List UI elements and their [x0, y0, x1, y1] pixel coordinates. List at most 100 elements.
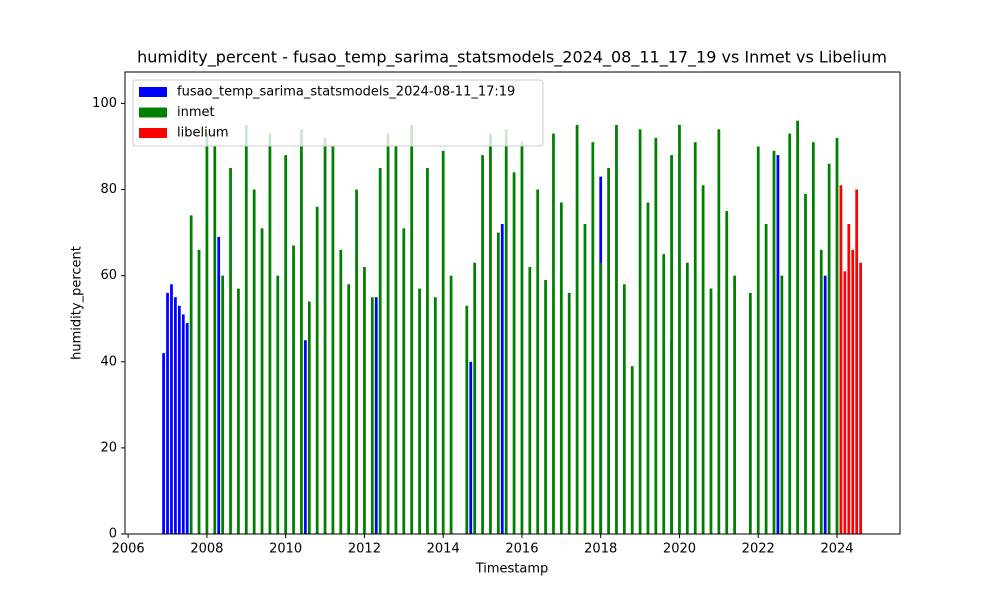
- bar: [756, 146, 760, 535]
- bar: [363, 267, 366, 534]
- bar: [764, 223, 768, 535]
- bar: [307, 301, 311, 534]
- bar: [276, 275, 280, 534]
- bar: [441, 150, 445, 534]
- y-tick-label: 60: [100, 268, 117, 283]
- bar: [559, 202, 563, 534]
- bar: [496, 232, 500, 534]
- bar: [847, 223, 851, 535]
- y-tick-label: 40: [100, 354, 117, 369]
- bar: [197, 249, 201, 535]
- bar: [748, 292, 752, 534]
- bar: [693, 142, 697, 534]
- bar: [855, 189, 859, 534]
- bar: [654, 137, 658, 534]
- bar: [284, 155, 288, 534]
- bar: [268, 133, 272, 534]
- bar: [213, 146, 217, 535]
- bar: [670, 155, 673, 534]
- bar: [378, 168, 382, 534]
- bar: [615, 124, 618, 534]
- bar: [331, 146, 335, 535]
- x-axis-label: Timestamp: [475, 562, 549, 577]
- bar: [386, 133, 390, 534]
- bar: [835, 137, 839, 534]
- x-tick-label: 2016: [505, 542, 538, 557]
- bar: [402, 228, 406, 534]
- bar: [804, 193, 807, 534]
- bar: [678, 124, 681, 534]
- bar: [528, 267, 532, 534]
- bar: [701, 185, 705, 535]
- bar: [709, 288, 713, 534]
- x-tick-label: 2018: [584, 542, 617, 557]
- bar: [355, 189, 358, 534]
- bar: [303, 340, 307, 534]
- bar: [622, 284, 626, 534]
- bar: [465, 305, 469, 534]
- bar: [347, 284, 351, 534]
- bar: [520, 142, 524, 534]
- bar: [489, 133, 492, 534]
- x-tick-label: 2008: [190, 542, 223, 557]
- bar: [811, 142, 815, 534]
- legend-swatch: [139, 107, 167, 118]
- bar: [217, 236, 221, 535]
- chart-title: humidity_percent - fusao_temp_sarima_sta…: [137, 48, 887, 68]
- y-tick-label: 80: [100, 182, 117, 197]
- bar: [426, 168, 429, 534]
- bar: [370, 297, 374, 534]
- legend-box: [132, 79, 544, 147]
- bar: [567, 292, 571, 534]
- bar: [473, 262, 477, 534]
- bar: [630, 366, 634, 534]
- bar: [189, 215, 193, 534]
- bar: [717, 129, 721, 534]
- bar: [177, 305, 181, 534]
- x-tick-label: 2022: [742, 542, 775, 557]
- plot: [162, 120, 862, 535]
- bar: [552, 133, 555, 534]
- bar: [469, 361, 473, 534]
- bar: [776, 155, 780, 534]
- bar: [174, 297, 177, 534]
- bar: [788, 133, 792, 534]
- bar: [599, 262, 603, 534]
- x-tick-label: 2012: [348, 542, 381, 557]
- x-tick-label: 2006: [112, 542, 145, 557]
- y-axis-label: humidity_percent: [70, 246, 85, 360]
- bar: [839, 185, 843, 535]
- bar: [481, 155, 484, 534]
- bar: [583, 223, 587, 535]
- bar: [504, 129, 508, 534]
- bar: [638, 129, 642, 534]
- plot-frame: [124, 71, 901, 535]
- legend-swatch: [139, 87, 167, 97]
- bar: [221, 275, 225, 534]
- bar: [536, 189, 540, 534]
- bar: [780, 275, 784, 534]
- bar: [591, 142, 595, 534]
- bar: [851, 249, 855, 535]
- bar: [260, 228, 264, 534]
- bar: [433, 297, 437, 534]
- bar: [166, 292, 169, 534]
- y-tick-label: 0: [109, 527, 117, 542]
- bar: [500, 223, 504, 535]
- bar: [237, 288, 240, 534]
- bar: [819, 249, 823, 535]
- bar: [733, 275, 736, 534]
- bar: [300, 129, 303, 534]
- bar: [181, 314, 185, 534]
- y-tick-label: 20: [100, 440, 117, 455]
- legend-label: libelium: [177, 126, 229, 141]
- bar: [449, 275, 453, 534]
- legend-label: fusao_temp_sarima_statsmodels_2024-08-11…: [177, 85, 515, 100]
- bar: [607, 168, 610, 534]
- bar: [292, 245, 295, 534]
- legend-swatch: [139, 128, 167, 138]
- bar: [544, 279, 547, 534]
- x-tick-label: 2024: [820, 542, 853, 557]
- bar: [796, 120, 799, 535]
